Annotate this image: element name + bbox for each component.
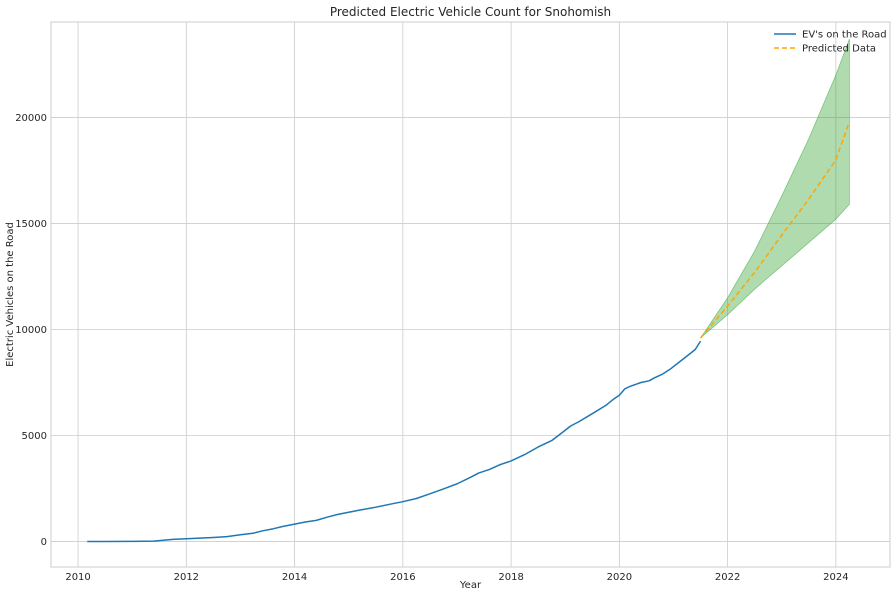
- x-tick-label: 2014: [282, 572, 307, 583]
- plot-area: [51, 22, 890, 567]
- y-tick-label: 5000: [22, 431, 47, 442]
- y-tick-label: 20000: [15, 113, 47, 124]
- y-axis-title: Electric Vehicles on the Road: [5, 222, 16, 367]
- x-tick-labels: 2010 2012 2014 2016 2018 2020 2022 2024: [65, 572, 848, 583]
- legend-label-actual: EV's on the Road: [802, 30, 887, 41]
- series-lines: [87, 121, 851, 543]
- y-tick-label: 10000: [15, 325, 47, 336]
- plot-frame: [50, 21, 891, 568]
- x-tick-label: 2016: [390, 572, 415, 583]
- x-axis-title: Year: [459, 580, 482, 591]
- y-tick-labels: 0 5000 10000 15000 20000: [15, 113, 47, 548]
- actual-series-line: [87, 340, 702, 543]
- y-tick-label: 0: [41, 537, 47, 548]
- legend: EV's on the Road Predicted Data: [774, 30, 887, 55]
- grid-lines: [51, 22, 890, 567]
- x-tick-label: 2022: [715, 572, 740, 583]
- x-tick-label: 2018: [498, 572, 523, 583]
- y-tick-label: 15000: [15, 219, 47, 230]
- x-tick-label: 2020: [607, 572, 632, 583]
- chart-title: Predicted Electric Vehicle Count for Sno…: [330, 5, 611, 19]
- x-tick-label: 2010: [65, 572, 90, 583]
- predicted-series-line: [699, 121, 851, 339]
- legend-label-predicted: Predicted Data: [802, 44, 876, 55]
- x-tick-label: 2012: [174, 572, 199, 583]
- x-tick-label: 2024: [823, 572, 848, 583]
